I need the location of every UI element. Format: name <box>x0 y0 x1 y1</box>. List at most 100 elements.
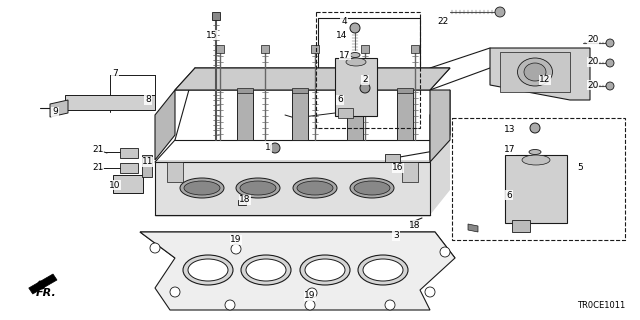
Text: 17: 17 <box>504 146 516 155</box>
Text: 8: 8 <box>145 95 151 105</box>
Text: 11: 11 <box>142 157 154 166</box>
Bar <box>347 90 363 140</box>
Circle shape <box>270 143 280 153</box>
Text: 15: 15 <box>206 30 218 39</box>
Bar <box>292 90 308 140</box>
Text: 13: 13 <box>504 125 516 134</box>
Ellipse shape <box>241 255 291 285</box>
Ellipse shape <box>346 58 366 66</box>
Bar <box>410 220 418 225</box>
Bar <box>452 118 625 240</box>
Circle shape <box>150 243 160 253</box>
Ellipse shape <box>184 181 220 195</box>
Text: 12: 12 <box>540 76 550 84</box>
Text: 21: 21 <box>92 146 104 155</box>
Text: 6: 6 <box>337 95 343 105</box>
Bar <box>237 88 253 93</box>
Text: 17: 17 <box>339 51 351 60</box>
Text: 18: 18 <box>409 220 420 229</box>
Circle shape <box>495 7 505 17</box>
Circle shape <box>360 83 370 93</box>
Bar <box>292 88 308 93</box>
Bar <box>347 88 363 93</box>
Circle shape <box>231 244 241 254</box>
Text: 22: 22 <box>437 18 449 27</box>
Bar <box>261 45 269 53</box>
Text: 3: 3 <box>393 231 399 241</box>
Text: 9: 9 <box>52 108 58 116</box>
Bar <box>385 154 400 162</box>
Text: 18: 18 <box>239 196 251 204</box>
Ellipse shape <box>524 63 546 81</box>
Text: 2: 2 <box>362 76 368 84</box>
Polygon shape <box>155 90 175 160</box>
Polygon shape <box>175 68 450 90</box>
Circle shape <box>170 287 180 297</box>
Polygon shape <box>175 68 450 90</box>
Circle shape <box>225 300 235 310</box>
Bar <box>120 148 138 158</box>
Bar <box>216 45 224 53</box>
Bar <box>237 90 253 140</box>
Text: 21: 21 <box>92 164 104 172</box>
Circle shape <box>350 23 360 33</box>
Bar <box>316 12 420 128</box>
Text: 6: 6 <box>506 190 512 199</box>
Ellipse shape <box>350 52 360 58</box>
Bar <box>238 200 246 205</box>
Ellipse shape <box>236 178 280 198</box>
Bar <box>335 58 377 116</box>
Circle shape <box>606 39 614 47</box>
Polygon shape <box>468 224 478 232</box>
Text: 5: 5 <box>577 164 583 172</box>
Polygon shape <box>65 95 155 110</box>
Circle shape <box>307 288 317 298</box>
Text: 10: 10 <box>109 180 121 189</box>
Polygon shape <box>490 48 590 100</box>
Ellipse shape <box>183 255 233 285</box>
Ellipse shape <box>305 259 345 281</box>
Ellipse shape <box>363 259 403 281</box>
Text: TR0CE1011: TR0CE1011 <box>577 301 625 310</box>
Circle shape <box>530 123 540 133</box>
Polygon shape <box>155 135 450 215</box>
Polygon shape <box>140 232 455 310</box>
Ellipse shape <box>522 155 550 165</box>
Ellipse shape <box>350 178 394 198</box>
Polygon shape <box>29 274 57 294</box>
Bar <box>397 90 413 140</box>
Polygon shape <box>430 90 450 162</box>
Bar <box>113 175 143 193</box>
Text: 14: 14 <box>336 30 348 39</box>
Circle shape <box>305 300 315 310</box>
Bar <box>397 88 413 93</box>
Text: 20: 20 <box>588 81 598 90</box>
Text: 1: 1 <box>265 143 271 153</box>
Bar <box>500 52 570 92</box>
Bar <box>505 155 567 223</box>
Polygon shape <box>140 232 455 258</box>
Ellipse shape <box>518 58 552 86</box>
Text: 20: 20 <box>588 58 598 67</box>
Ellipse shape <box>297 181 333 195</box>
Bar <box>167 162 183 182</box>
Ellipse shape <box>293 178 337 198</box>
Circle shape <box>440 247 450 257</box>
Circle shape <box>606 59 614 67</box>
Bar <box>142 155 152 177</box>
Polygon shape <box>430 90 450 160</box>
Text: 4: 4 <box>341 18 347 27</box>
Bar <box>338 108 353 118</box>
Bar <box>402 162 418 182</box>
Ellipse shape <box>300 255 350 285</box>
Text: 20: 20 <box>588 36 598 44</box>
Bar <box>512 220 530 232</box>
Bar <box>411 45 419 53</box>
Ellipse shape <box>354 181 390 195</box>
Polygon shape <box>155 162 430 215</box>
Bar <box>120 163 138 173</box>
Text: 19: 19 <box>230 236 242 244</box>
Circle shape <box>425 287 435 297</box>
Circle shape <box>385 300 395 310</box>
Circle shape <box>606 82 614 90</box>
